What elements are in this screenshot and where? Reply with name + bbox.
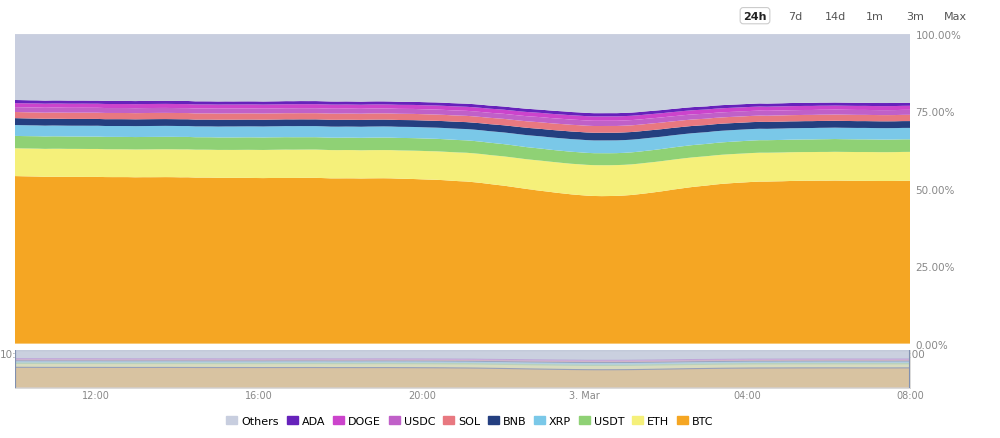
Bar <box>15 350 910 388</box>
Text: 1m: 1m <box>866 12 884 21</box>
Text: 3m: 3m <box>906 12 924 21</box>
Text: 14d: 14d <box>824 12 846 21</box>
Legend: Others, ADA, DOGE, USDC, SOL, BNB, XRP, USDT, ETH, BTC: Others, ADA, DOGE, USDC, SOL, BNB, XRP, … <box>222 411 718 430</box>
Text: 24h: 24h <box>743 12 767 21</box>
Text: 7d: 7d <box>788 12 802 21</box>
Text: Max: Max <box>943 12 967 21</box>
